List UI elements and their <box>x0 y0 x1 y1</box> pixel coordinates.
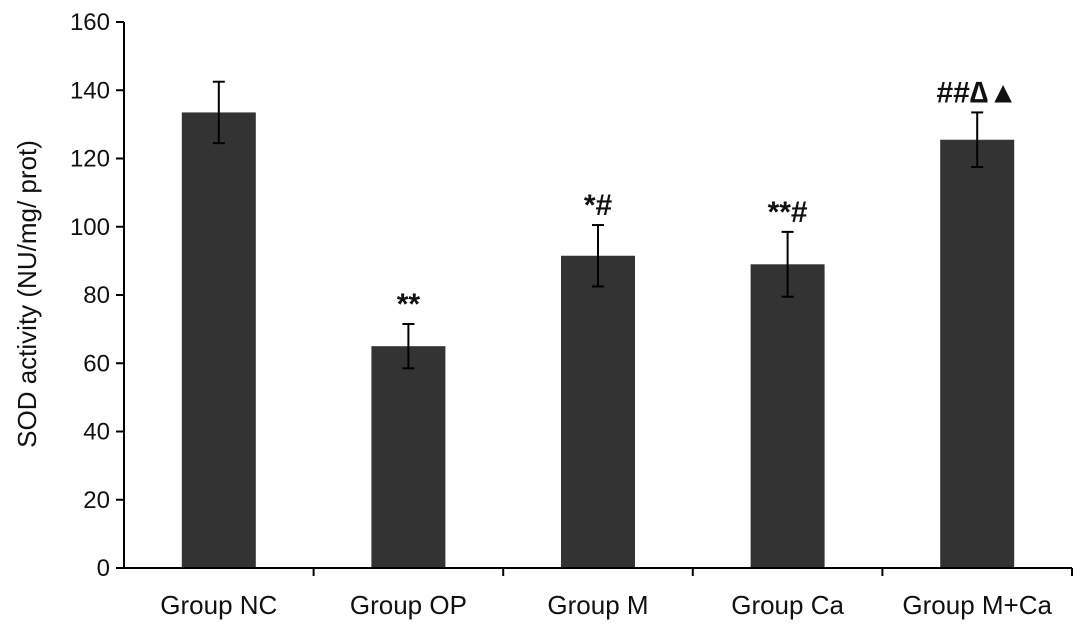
bar <box>940 139 1015 568</box>
bar <box>561 255 635 568</box>
significance-label: **# <box>768 196 808 229</box>
y-tick-label: 40 <box>83 419 110 446</box>
significance-labels: ** *# **# ##∆▲ <box>397 76 1018 321</box>
x-category-label: Group Ca <box>731 590 844 620</box>
bar <box>181 112 256 569</box>
y-tick-label: 120 <box>70 146 110 173</box>
y-tick-label: 60 <box>83 350 110 377</box>
x-category-label: Group NC <box>160 590 277 620</box>
x-category-label: Group M <box>547 590 648 620</box>
bar <box>750 264 825 568</box>
error-bars <box>212 80 984 370</box>
y-tick-label: 100 <box>70 214 110 241</box>
x-category-label: Group OP <box>350 590 467 620</box>
x-category-label: Group M+Ca <box>902 590 1052 620</box>
y-tick-label: 80 <box>83 282 110 309</box>
significance-label: *# <box>584 189 613 222</box>
x-axis-categories: Group NC Group OP Group M Group Ca Group M+C… <box>160 568 1073 620</box>
y-tick-label: 140 <box>70 77 110 104</box>
y-tick-label: 160 <box>70 9 110 36</box>
significance-label: ** <box>397 288 421 321</box>
y-tick-label: 20 <box>83 487 110 514</box>
bar <box>371 346 446 568</box>
y-axis-title: SOD activity (NU/mg/ prot) <box>12 140 42 448</box>
bars <box>181 112 1015 569</box>
y-axis-ticks: 0 20 40 60 80 100 120 140 160 <box>70 9 124 582</box>
y-tick-label: 0 <box>97 555 110 582</box>
significance-label: ##∆▲ <box>936 76 1017 109</box>
